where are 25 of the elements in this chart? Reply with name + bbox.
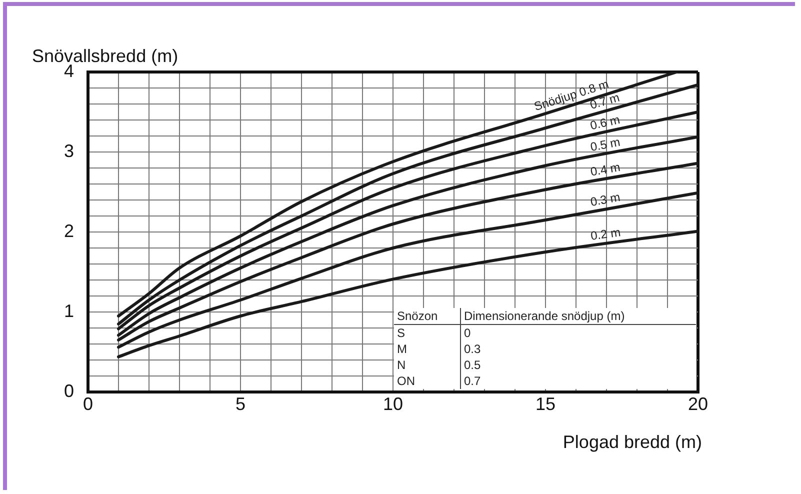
- y-tick-label: 3: [64, 140, 74, 161]
- annotation: N: [394, 357, 460, 373]
- x-tick-label: 20: [688, 394, 708, 414]
- x-axis-title: Plogad bredd (m): [562, 432, 702, 452]
- y-tick-label: 1: [64, 300, 74, 321]
- text: 0.5 m: [589, 134, 622, 154]
- annotation: Dimensionerande snödjup (m): [460, 308, 696, 324]
- y-tick-label: 2: [64, 220, 74, 241]
- x-tick-label: 5: [235, 394, 246, 414]
- x-tick-label: 15: [535, 394, 556, 414]
- annotation: ON: [394, 373, 460, 389]
- y-tick-label: 0: [64, 380, 74, 401]
- annotation: 0.5: [462, 357, 482, 373]
- annotation: 0.7: [462, 373, 482, 389]
- annotation: Snözon: [394, 308, 460, 324]
- text: 0.2 m: [590, 225, 622, 243]
- x-tick-label: 0: [82, 394, 94, 414]
- annotation: 0: [462, 325, 472, 341]
- text: 0.3 m: [589, 190, 622, 210]
- text: 0.6 m: [588, 112, 622, 133]
- text: 0.4 m: [589, 160, 622, 179]
- annotation: S: [394, 324, 460, 341]
- annotation: 0.3: [462, 341, 482, 357]
- annotation: M: [394, 341, 460, 357]
- x-tick-label: 10: [382, 394, 404, 414]
